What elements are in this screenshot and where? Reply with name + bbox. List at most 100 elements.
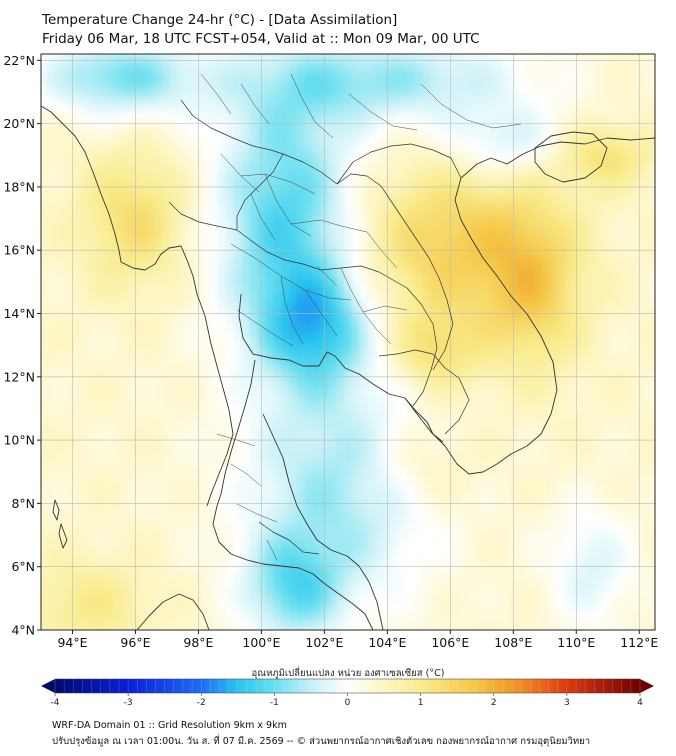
field-cell: [501, 420, 510, 429]
field-cell: [525, 325, 534, 334]
field-cell: [533, 546, 542, 556]
field-cell: [249, 531, 259, 540]
field-cell: [76, 349, 85, 358]
field-cell: [76, 143, 85, 152]
field-cell: [265, 388, 274, 398]
field-cell: [92, 546, 101, 556]
field-cell: [178, 523, 188, 532]
field-cell: [414, 372, 424, 382]
field-cell: [509, 349, 518, 358]
field-cell: [556, 277, 566, 287]
field-cell: [611, 183, 621, 192]
field-cell: [470, 357, 479, 366]
field-cell: [540, 317, 550, 326]
field-cell: [273, 570, 282, 580]
field-cell: [493, 586, 503, 595]
field-cell: [564, 428, 573, 437]
field-cell: [84, 570, 93, 580]
field-cell: [100, 388, 109, 398]
field-cell: [68, 214, 78, 224]
field-cell: [41, 254, 46, 263]
field-cell: [139, 404, 148, 413]
field-cell: [517, 452, 526, 461]
field-cell: [540, 467, 550, 477]
field-cell: [344, 143, 353, 152]
field-cell: [186, 159, 196, 168]
field-cell: [438, 317, 447, 326]
field-cell: [493, 404, 503, 413]
field-cell: [438, 610, 447, 619]
field-cell: [296, 586, 306, 595]
field-cell: [210, 610, 219, 619]
field-cell: [540, 262, 550, 271]
field-cell: [430, 626, 440, 630]
field-cell: [375, 554, 385, 564]
field-cell: [107, 198, 117, 208]
field-cell: [588, 570, 597, 580]
field-cell: [462, 546, 471, 556]
field-cell: [139, 135, 148, 144]
field-cell: [564, 531, 573, 540]
field-cell: [218, 254, 227, 263]
field-cell: [68, 452, 78, 461]
field-cell: [596, 531, 605, 540]
field-cell: [438, 578, 447, 588]
field-cell: [226, 277, 235, 287]
field-cell: [470, 175, 479, 184]
field-cell: [359, 135, 369, 144]
field-cell: [210, 262, 219, 271]
field-cell: [643, 444, 652, 453]
field-cell: [588, 175, 597, 184]
field-cell: [509, 491, 518, 500]
field-cell: [375, 602, 385, 611]
field-cell: [493, 262, 503, 271]
field-cell: [281, 428, 290, 437]
field-cell: [41, 246, 46, 255]
field-cell: [580, 135, 589, 144]
field-cell: [107, 127, 117, 137]
field-cell: [399, 238, 408, 247]
field-cell: [351, 483, 361, 493]
field-cell: [336, 293, 345, 303]
field-cell: [163, 277, 172, 287]
field-cell: [588, 293, 597, 303]
field-cell: [194, 317, 203, 326]
field-cell: [533, 626, 542, 630]
field-cell: [454, 396, 463, 406]
field-cell: [328, 618, 337, 627]
field-cell: [123, 380, 133, 390]
field-cell: [84, 214, 93, 224]
field-cell: [509, 420, 518, 429]
field-cell: [163, 380, 172, 390]
field-cell: [281, 364, 290, 374]
field-cell: [155, 610, 164, 619]
field-cell: [651, 420, 655, 429]
field-cell: [218, 499, 227, 508]
field-cell: [304, 578, 314, 588]
field-cell: [296, 546, 306, 556]
field-cell: [202, 436, 211, 445]
field-cell: [351, 238, 361, 247]
field-cell: [186, 183, 196, 192]
field-cell: [509, 143, 518, 152]
field-cell: [430, 183, 440, 192]
field-cell: [84, 317, 93, 326]
field-cell: [241, 546, 251, 556]
field-cell: [588, 539, 597, 548]
field-cell: [202, 262, 211, 271]
field-cell: [312, 428, 322, 437]
field-cell: [296, 246, 306, 255]
field-cell: [210, 364, 219, 374]
field-cell: [170, 499, 180, 508]
field-cell: [92, 499, 101, 508]
field-cell: [273, 610, 282, 619]
field-cell: [249, 254, 259, 263]
field-cell: [651, 349, 655, 358]
field-cell: [194, 183, 203, 192]
field-cell: [643, 151, 652, 160]
field-cell: [446, 262, 455, 271]
field-cell: [462, 452, 471, 461]
field-cell: [351, 309, 361, 319]
field-cell: [186, 254, 196, 263]
field-cell: [92, 602, 101, 611]
